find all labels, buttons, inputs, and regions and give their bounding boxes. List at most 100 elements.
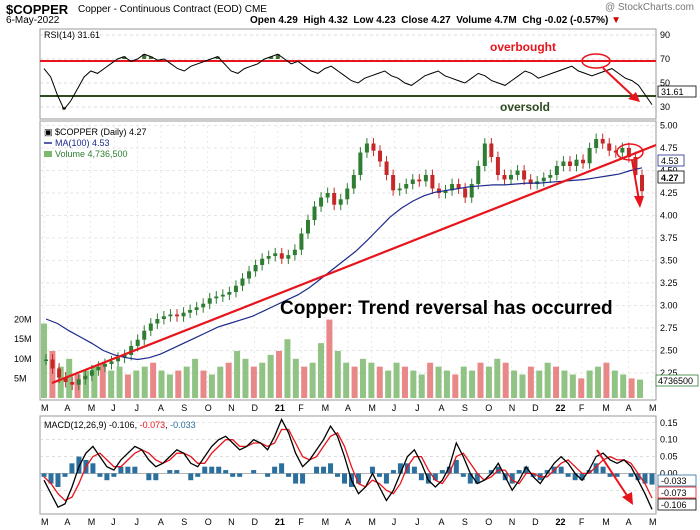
macd-histogram-bar <box>153 473 159 481</box>
price-x-tick-label: M <box>88 403 96 413</box>
rsi-overbought-fill <box>142 54 147 59</box>
macd-histogram-bar <box>446 466 452 474</box>
macd-x-tick-label: M <box>322 517 330 527</box>
volume-bar <box>250 366 257 398</box>
macd-panel-frame <box>39 415 657 515</box>
candle-body <box>122 355 127 358</box>
volume-bar <box>553 366 560 398</box>
candle-body <box>620 148 625 153</box>
candle-body <box>312 206 317 220</box>
macd-histogram-bar <box>565 473 571 477</box>
candle-body <box>260 258 265 265</box>
macd-x-tick-label: O <box>485 517 492 527</box>
price-x-tick-label: 22 <box>555 403 565 413</box>
rsi-overbought-fill <box>269 56 274 59</box>
volume-bar <box>351 366 358 398</box>
macd-last-value: -0.106 <box>661 500 687 510</box>
macd-x-tick-label: M <box>88 517 96 527</box>
candle-body <box>456 184 461 189</box>
volume-bar <box>133 370 140 398</box>
volume-bar <box>544 362 551 398</box>
volume-bar <box>502 362 509 398</box>
candle-body <box>489 143 494 157</box>
ma100-line <box>45 167 643 361</box>
macd-histogram-bar <box>411 466 417 474</box>
macd-histogram-bar <box>342 473 348 484</box>
candle-body <box>89 370 94 376</box>
candle-body <box>640 175 644 192</box>
candle-body <box>194 307 199 310</box>
macd-histogram-bar <box>593 463 599 474</box>
macd-histogram-bar <box>118 466 124 474</box>
volume-bar <box>536 370 543 398</box>
price-tick-label: 4.75 <box>660 143 678 153</box>
macd-x-axis: M A M J J A S O N D 21 F M A M J J A S O N D 22 F M A M <box>41 517 657 527</box>
candle-body <box>148 323 153 331</box>
candle-body <box>214 296 219 299</box>
macd-x-tick-label: F <box>579 517 585 527</box>
volume-bar <box>242 358 249 398</box>
candle-body <box>44 359 48 361</box>
macd-histogram-bar <box>432 473 438 481</box>
macd-down-arrow-head <box>622 492 633 505</box>
price-x-tick-label: O <box>485 403 492 413</box>
macd-histogram-bar <box>90 463 96 474</box>
price-x-tick-label: M <box>322 403 330 413</box>
price-x-tick-label: A <box>64 403 70 413</box>
macd-x-tick-label: D <box>251 517 258 527</box>
macd-histogram-bar <box>272 466 278 474</box>
candle-body <box>174 314 179 317</box>
candle-body <box>371 143 376 151</box>
volume-bar <box>217 366 224 398</box>
macd-x-tick-label: J <box>392 517 397 527</box>
macd-x-tick-label: D <box>532 517 539 527</box>
macd-x-tick-label: A <box>439 517 445 527</box>
volume-value-box <box>655 374 699 387</box>
candle-body <box>607 143 612 151</box>
volume-bar <box>359 358 366 398</box>
volume-bar <box>611 370 618 398</box>
macd-histogram-bar <box>69 463 75 474</box>
rsi-oversold-fill <box>62 107 67 110</box>
macd-histogram-bar <box>174 470 180 474</box>
macd-histogram-bar <box>76 456 82 474</box>
volume-bar <box>569 374 576 398</box>
candle-body <box>391 175 396 191</box>
price-tick-label: 2.25 <box>660 368 678 378</box>
candle-body <box>247 271 252 279</box>
candle-body <box>581 159 586 164</box>
candle-body <box>594 139 599 148</box>
price-x-tick-label: S <box>462 403 468 413</box>
volume-bar <box>578 378 585 398</box>
macd-histogram-bar <box>55 473 61 487</box>
volume-bar <box>225 362 232 398</box>
rsi-tick-label: 70 <box>660 54 670 64</box>
candle-body <box>548 175 553 178</box>
candle-body <box>509 175 514 180</box>
rsi-line <box>43 53 653 111</box>
volume-bar <box>318 343 325 398</box>
volume-tick-label: 10M <box>14 354 32 364</box>
macd-histogram-bar <box>335 473 341 477</box>
candle-body <box>567 161 572 166</box>
volume-bar <box>124 374 131 398</box>
macd-x-tick-label: A <box>626 517 632 527</box>
macd-tick-label: 0.15 <box>660 418 678 428</box>
price-x-tick-label: F <box>579 403 585 413</box>
volume-bar <box>200 370 207 398</box>
macd-x-tick-label: M <box>41 517 49 527</box>
volume-bar <box>628 378 635 398</box>
candle-body <box>417 179 422 182</box>
candle-body <box>325 193 330 198</box>
price-x-tick-label: 21 <box>275 403 285 413</box>
rsi-panel: RSI(14) 31.61 overbought oversold 30 50 70… <box>39 28 697 120</box>
price-tick-label: 4.00 <box>660 211 678 221</box>
macd-histogram-bar <box>202 466 208 474</box>
open-label: Open <box>250 15 276 26</box>
volume-bar <box>385 370 392 398</box>
macd-histogram-bar <box>642 473 648 484</box>
macd-histogram-bar <box>544 470 550 474</box>
macd-title-main: MACD(12,26,9) <box>44 420 107 430</box>
macd-x-tick-label: F <box>298 517 304 527</box>
candle-body <box>495 157 500 175</box>
